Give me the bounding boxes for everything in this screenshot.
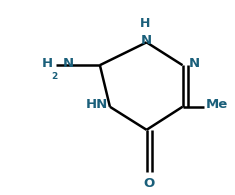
Text: H: H — [42, 57, 53, 70]
Text: O: O — [144, 177, 155, 190]
Text: N: N — [63, 57, 74, 70]
Text: Me: Me — [206, 98, 228, 111]
Text: N: N — [141, 34, 152, 47]
Text: 2: 2 — [51, 72, 58, 81]
Text: HN: HN — [85, 98, 108, 111]
Text: N: N — [188, 57, 200, 70]
Text: H: H — [140, 17, 151, 30]
